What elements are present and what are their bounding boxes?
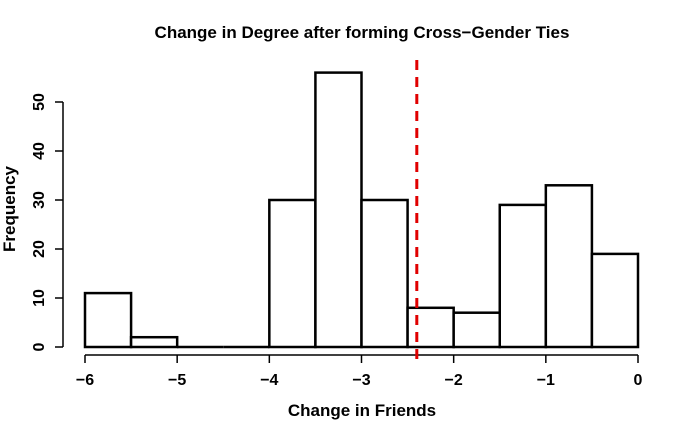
x-tick-label: −3 [352, 372, 370, 389]
x-tick-label: −6 [76, 372, 94, 389]
x-tick-label: −1 [537, 372, 555, 389]
histogram-bar [544, 184, 594, 349]
x-tick-label: −2 [445, 372, 463, 389]
histogram-bar [314, 71, 363, 349]
bars-group [83, 71, 640, 349]
histogram-bar [83, 291, 133, 349]
y-tick-label: 0 [31, 342, 48, 351]
y-tick-label: 30 [31, 191, 48, 209]
y-tick-label: 10 [31, 289, 48, 307]
histogram-bar [498, 203, 548, 349]
histogram-bar [268, 198, 317, 349]
y-tick-label: 40 [31, 142, 48, 160]
y-tick-label: 50 [31, 93, 48, 111]
y-tick-label: 20 [31, 240, 48, 258]
chart-title: Change in Degree after forming Cross−Gen… [155, 23, 570, 42]
histogram-bar [360, 198, 409, 349]
histogram-bar [129, 335, 179, 349]
x-axis-title: Change in Friends [288, 401, 436, 420]
histogram-bar [406, 306, 455, 349]
y-axis: 0 10 20 30 40 50 [31, 93, 64, 351]
y-axis-title: Frequency [0, 165, 19, 252]
x-axis: −6 −5 −4 −3 −2 −1 0 [76, 354, 643, 389]
histogram-bar [590, 252, 640, 349]
x-tick-label: −4 [260, 372, 278, 389]
x-tick-label: 0 [634, 372, 643, 389]
histogram-bar [452, 311, 501, 349]
x-tick-label: −5 [168, 372, 186, 389]
